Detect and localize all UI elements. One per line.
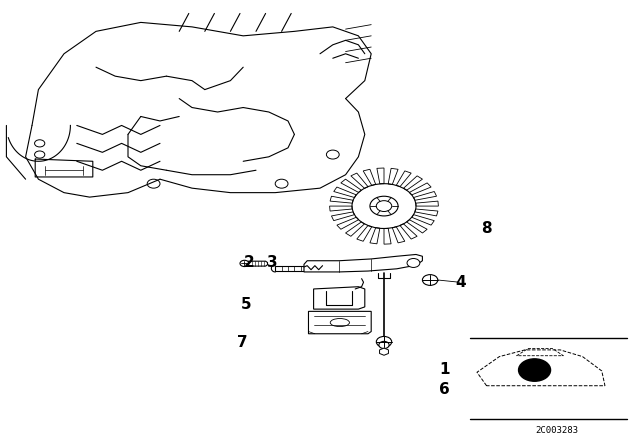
Text: 7: 7 bbox=[237, 335, 247, 350]
Circle shape bbox=[407, 258, 420, 267]
Polygon shape bbox=[308, 311, 371, 334]
Text: 4: 4 bbox=[456, 275, 466, 290]
Polygon shape bbox=[304, 254, 422, 272]
Circle shape bbox=[376, 336, 392, 347]
Ellipse shape bbox=[330, 319, 349, 327]
Text: 1: 1 bbox=[440, 362, 450, 377]
Circle shape bbox=[518, 359, 550, 381]
Polygon shape bbox=[275, 266, 304, 271]
Circle shape bbox=[422, 275, 438, 285]
Text: 8: 8 bbox=[481, 221, 492, 236]
Text: 6: 6 bbox=[440, 382, 450, 397]
Circle shape bbox=[379, 341, 389, 349]
Text: 2C003283: 2C003283 bbox=[535, 426, 579, 435]
Text: 2: 2 bbox=[244, 254, 255, 270]
Ellipse shape bbox=[240, 260, 249, 267]
Polygon shape bbox=[248, 261, 268, 266]
Polygon shape bbox=[380, 348, 388, 355]
Text: 3: 3 bbox=[267, 254, 277, 270]
Text: 5: 5 bbox=[241, 297, 252, 312]
Polygon shape bbox=[314, 287, 365, 309]
